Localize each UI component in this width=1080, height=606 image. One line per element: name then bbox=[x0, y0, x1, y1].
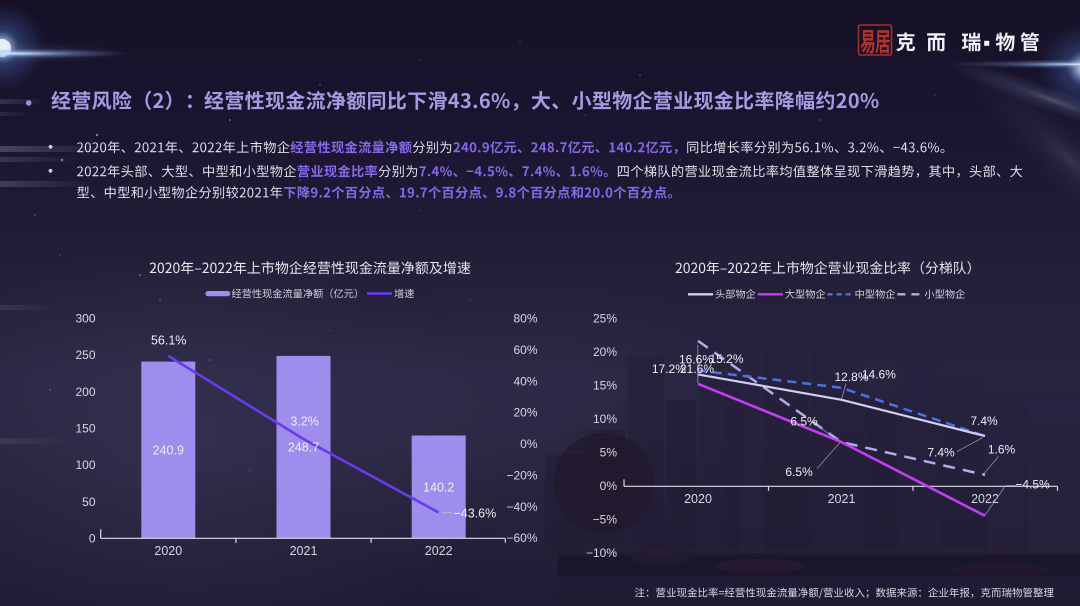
svg-text:80%: 80% bbox=[513, 312, 537, 326]
svg-text:25%: 25% bbox=[593, 311, 617, 325]
svg-text:15%: 15% bbox=[593, 378, 617, 392]
svg-text:20%: 20% bbox=[513, 406, 537, 420]
svg-text:10%: 10% bbox=[593, 412, 617, 426]
svg-text:2022: 2022 bbox=[971, 492, 999, 506]
svg-text:3.2%: 3.2% bbox=[290, 415, 319, 429]
svg-text:5%: 5% bbox=[600, 445, 618, 459]
svg-text:250: 250 bbox=[75, 348, 95, 362]
svg-text:2022: 2022 bbox=[425, 544, 453, 558]
svg-text:6.5%: 6.5% bbox=[790, 415, 818, 429]
svg-text:50: 50 bbox=[82, 495, 96, 509]
svg-text:17.2%: 17.2% bbox=[652, 362, 686, 376]
svg-text:56.1%: 56.1% bbox=[151, 334, 186, 348]
svg-text:140.2: 140.2 bbox=[423, 480, 454, 494]
svg-text:1.6%: 1.6% bbox=[988, 443, 1016, 457]
svg-text:7.4%: 7.4% bbox=[927, 446, 955, 460]
svg-text:0%: 0% bbox=[520, 437, 538, 451]
svg-text:20%: 20% bbox=[593, 345, 617, 359]
svg-text:0: 0 bbox=[89, 532, 96, 546]
svg-text:100: 100 bbox=[75, 458, 95, 472]
svg-text:200: 200 bbox=[75, 385, 95, 399]
svg-text:15.2%: 15.2% bbox=[709, 352, 743, 366]
svg-text:240.9: 240.9 bbox=[153, 443, 184, 457]
svg-text:248.7: 248.7 bbox=[288, 441, 319, 455]
svg-text:2021: 2021 bbox=[828, 492, 856, 506]
svg-text:150: 150 bbox=[75, 422, 95, 436]
svg-text:−43.6%: −43.6% bbox=[454, 507, 497, 521]
svg-text:60%: 60% bbox=[513, 343, 537, 357]
svg-text:300: 300 bbox=[75, 312, 95, 326]
svg-text:−20%: −20% bbox=[506, 468, 537, 482]
svg-text:40%: 40% bbox=[513, 374, 537, 388]
svg-text:16.6%: 16.6% bbox=[679, 353, 713, 367]
svg-text:0%: 0% bbox=[600, 479, 618, 493]
svg-text:−5%: −5% bbox=[593, 512, 618, 526]
svg-text:−40%: −40% bbox=[506, 500, 537, 514]
svg-text:2020: 2020 bbox=[154, 544, 182, 558]
svg-text:21.6%: 21.6% bbox=[680, 362, 714, 376]
svg-text:−10%: −10% bbox=[586, 546, 617, 560]
svg-text:14.6%: 14.6% bbox=[862, 367, 896, 381]
svg-text:2020: 2020 bbox=[684, 492, 712, 506]
svg-text:6.5%: 6.5% bbox=[785, 465, 813, 479]
svg-text:−60%: −60% bbox=[506, 531, 537, 545]
svg-text:7.4%: 7.4% bbox=[970, 414, 998, 428]
svg-text:2021: 2021 bbox=[290, 544, 318, 558]
svg-text:12.8%: 12.8% bbox=[834, 370, 868, 384]
svg-text:−4.5%: −4.5% bbox=[1015, 478, 1050, 492]
